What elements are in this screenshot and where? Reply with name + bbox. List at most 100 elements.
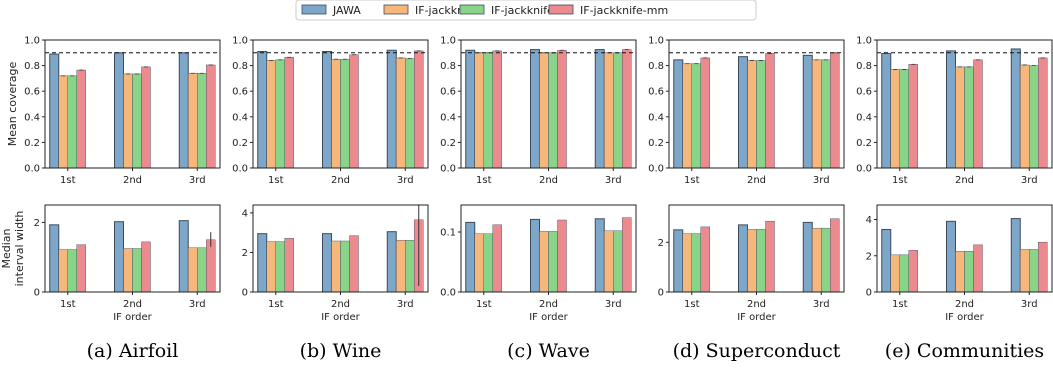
bar — [756, 229, 766, 293]
y-tick-label: 0 — [242, 288, 248, 299]
subfigure-caption: (e) Communities — [885, 340, 1044, 362]
x-tick-label: 1st — [684, 299, 700, 310]
bar — [946, 220, 956, 293]
bar — [899, 254, 909, 293]
bar — [622, 49, 632, 169]
bar — [1038, 241, 1048, 293]
bar — [132, 248, 142, 293]
y-tick-label: 4 — [242, 208, 248, 219]
bar — [594, 49, 605, 169]
y-tick-label: 0.0 — [232, 164, 248, 175]
x-axis-label: IF order — [113, 312, 152, 323]
x-tick-label: 1st — [268, 299, 284, 310]
bar — [197, 73, 207, 169]
bar — [483, 233, 493, 293]
bar — [881, 228, 892, 293]
x-tick-label: 1st — [476, 175, 492, 186]
subfigure-caption: (b) Wine — [300, 340, 382, 362]
x-tick-label: 2nd — [955, 175, 974, 186]
bar — [539, 231, 549, 293]
bar — [964, 66, 974, 169]
bar — [955, 251, 965, 293]
bar — [946, 50, 956, 169]
bar — [132, 73, 142, 169]
x-tick-label: 3rd — [397, 299, 414, 310]
x-tick-label: 1st — [684, 175, 700, 186]
y-tick-label: 2 — [34, 218, 40, 229]
bar — [548, 52, 558, 169]
y-axis-label: Mean coverage — [6, 62, 19, 147]
bar — [802, 54, 813, 169]
x-tick-label: 3rd — [605, 175, 622, 186]
bar — [405, 239, 415, 293]
y-tick-label: 0.8 — [232, 61, 248, 72]
bar — [973, 244, 983, 293]
bar — [188, 247, 198, 293]
y-tick-label: 0.0 — [856, 164, 872, 175]
bar — [114, 221, 124, 293]
bar — [266, 60, 276, 169]
bar — [349, 235, 359, 293]
x-tick-label: 3rd — [397, 175, 414, 186]
bar — [973, 59, 983, 169]
bar — [386, 49, 397, 169]
y-tick-label: 0.8 — [648, 61, 664, 72]
bar — [557, 50, 567, 169]
bar — [812, 227, 822, 293]
bar — [284, 238, 294, 293]
bar — [700, 57, 710, 169]
bar — [830, 52, 840, 169]
bar — [331, 240, 341, 293]
y-tick-label: 0.2 — [648, 138, 664, 149]
bar — [908, 64, 918, 169]
x-tick-label: 1st — [60, 299, 76, 310]
x-tick-label: 1st — [60, 175, 76, 186]
bar — [908, 250, 918, 293]
bar — [1010, 48, 1021, 169]
y-tick-label: 1.0 — [648, 36, 664, 47]
bar — [206, 64, 216, 169]
bar — [67, 75, 77, 169]
bar — [765, 53, 775, 169]
y-tick-label: 0.6 — [856, 87, 872, 98]
legend-swatch — [548, 4, 574, 15]
y-tick-label: 2 — [242, 248, 248, 259]
bar — [530, 49, 540, 169]
bar — [738, 56, 748, 169]
bar — [613, 52, 623, 169]
bar — [275, 241, 285, 293]
x-tick-label: 2nd — [747, 175, 766, 186]
bar — [141, 241, 151, 293]
legend-label: JAWA — [332, 4, 361, 17]
bar — [890, 69, 900, 169]
bar — [530, 218, 540, 293]
bar — [266, 241, 276, 293]
y-tick-label: 0.2 — [24, 138, 40, 149]
bar — [474, 52, 484, 169]
bar — [812, 59, 822, 169]
bar — [188, 73, 198, 169]
x-axis-label: IF order — [945, 312, 984, 323]
x-tick-label: 1st — [476, 299, 492, 310]
bar — [557, 219, 567, 293]
bar — [76, 244, 86, 293]
bar — [123, 73, 133, 169]
bar — [414, 50, 424, 169]
x-tick-label: 2nd — [747, 299, 766, 310]
y-tick-label: 0.6 — [232, 87, 248, 98]
y-tick-label: 0 — [658, 288, 664, 299]
bar — [483, 52, 493, 169]
bar — [492, 50, 502, 169]
x-tick-label: 2nd — [539, 175, 558, 186]
bar — [58, 249, 68, 293]
y-tick-label: 0.0 — [24, 164, 40, 175]
bar — [682, 63, 692, 169]
bar — [206, 239, 216, 293]
x-tick-label: 1st — [892, 175, 908, 186]
bar — [257, 233, 268, 293]
y-tick-label: 4 — [866, 215, 872, 226]
bar — [756, 60, 766, 169]
x-tick-label: 1st — [268, 175, 284, 186]
bar — [622, 217, 632, 293]
y-tick-label: 0.6 — [648, 87, 664, 98]
